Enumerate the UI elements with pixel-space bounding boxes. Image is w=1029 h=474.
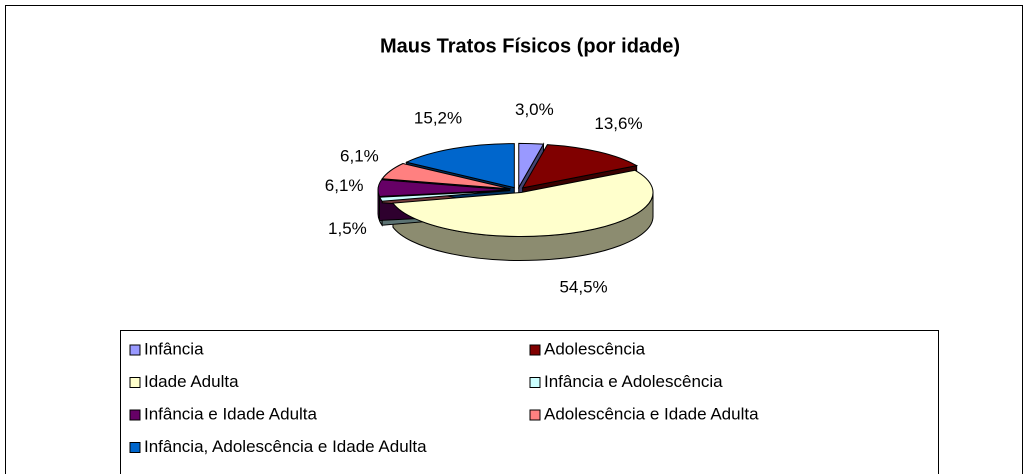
legend-label: Adolescência e Idade Adulta <box>544 404 759 423</box>
data-label: 1,5% <box>328 219 367 238</box>
data-label: 3,0% <box>515 100 554 119</box>
pie-slice <box>521 144 639 189</box>
pie-slice <box>405 143 515 189</box>
pie-slice <box>377 179 511 198</box>
legend-label: Infância <box>144 339 204 358</box>
legend-swatch <box>529 377 541 388</box>
legend-label: Infância, Adolescência e Idade Adulta <box>144 437 427 456</box>
data-label: 54,5% <box>559 278 607 297</box>
data-label: 6,1% <box>340 147 379 166</box>
chart-title: Maus Tratos Físicos (por idade) <box>380 35 680 57</box>
legend-swatch <box>129 377 141 388</box>
data-label: 13,6% <box>594 114 642 133</box>
legend-swatch <box>529 409 541 421</box>
legend-label: Idade Adulta <box>144 372 239 391</box>
legend-label: Infância e Idade Adulta <box>144 404 318 423</box>
legend-swatch <box>129 409 141 421</box>
pie-slice <box>518 142 545 190</box>
legend-swatch <box>129 442 141 453</box>
pie-slice <box>381 162 511 190</box>
pie-slice <box>392 169 654 237</box>
legend-label: Adolescência <box>544 339 646 358</box>
data-label: 6,1% <box>325 176 364 195</box>
legend-swatch <box>129 344 141 356</box>
legend-label: Infância e Adolescência <box>544 372 723 391</box>
pie-slice <box>378 190 511 202</box>
data-label: 15,2% <box>414 108 462 127</box>
legend-swatch <box>529 344 541 356</box>
